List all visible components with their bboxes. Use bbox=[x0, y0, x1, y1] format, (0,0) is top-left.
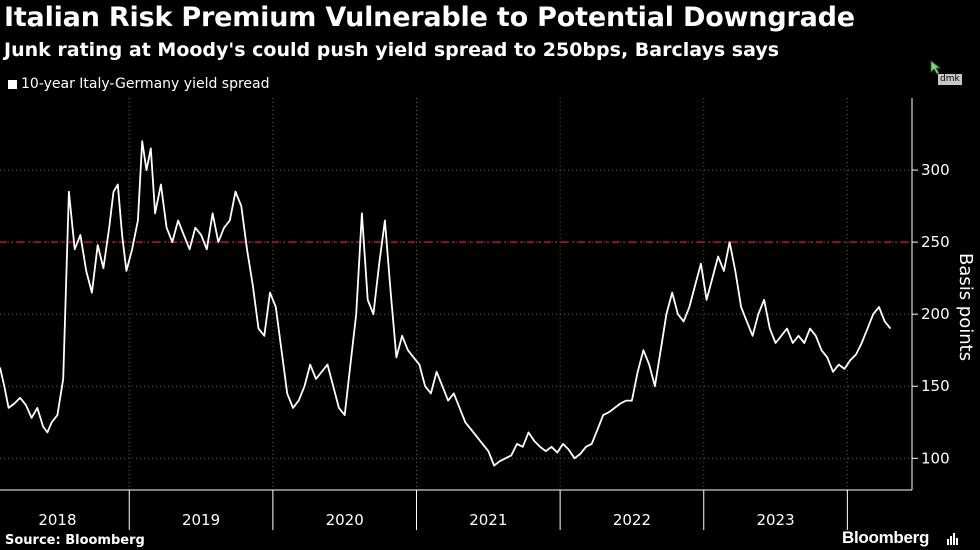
x-tick-label: 2018 bbox=[38, 511, 76, 529]
axes-group: 100 150 200 250 300 2018 2019 2020 2021 2022 2023 bbox=[0, 98, 950, 530]
x-tick-label: 2022 bbox=[613, 511, 651, 529]
chart-title: Italian Risk Premium Vulnerable to Poten… bbox=[4, 2, 855, 33]
y-tick-label: 250 bbox=[921, 233, 950, 251]
y-tick-label: 200 bbox=[921, 305, 950, 323]
series-line-italy-germany-spread bbox=[0, 140, 892, 467]
y-tick-label: 300 bbox=[921, 161, 950, 179]
legend-swatch-icon bbox=[8, 79, 17, 89]
y-tick-label: 100 bbox=[921, 449, 950, 467]
grid-lines bbox=[0, 98, 912, 490]
y-tick-label: 150 bbox=[921, 377, 950, 395]
mouse-cursor-icon bbox=[930, 60, 942, 75]
bloomberg-logo: Bloomberg bbox=[842, 528, 930, 547]
x-tick-label: 2021 bbox=[469, 511, 507, 529]
x-tick-label: 2020 bbox=[326, 511, 364, 529]
legend-label: 10-year Italy-Germany yield spread bbox=[21, 76, 270, 92]
legend: 10-year Italy-Germany yield spread bbox=[8, 76, 270, 92]
author-tag: dmk bbox=[938, 74, 962, 85]
series-group bbox=[0, 140, 892, 467]
chart-subtitle: Junk rating at Moody's could push yield … bbox=[4, 39, 780, 61]
x-tick-label: 2023 bbox=[756, 511, 794, 529]
source-label: Source: Bloomberg bbox=[5, 533, 145, 548]
x-tick-label: 2019 bbox=[182, 511, 220, 529]
y-axis-title: Basis points bbox=[955, 253, 976, 361]
bar-chart-icon bbox=[947, 533, 958, 545]
